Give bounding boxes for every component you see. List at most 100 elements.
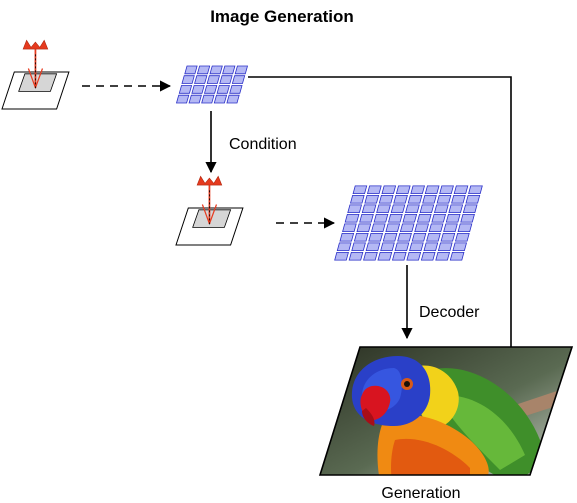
grid-cell [411,232,427,242]
grid-cell [424,185,440,195]
grid-cell [414,223,430,233]
grid-cell [468,185,483,195]
grid-cell [382,232,398,242]
grid-cell [433,204,449,214]
grid-cell [201,94,215,104]
grid-cell [422,194,437,204]
condition-label: Condition [229,136,297,153]
grid-cell [196,65,211,75]
grid-cell [462,204,478,214]
grid-cell [353,232,369,242]
grid-cell [399,223,415,233]
grid-cell [380,242,395,252]
grid-cell [439,185,454,195]
grid-cell [381,185,397,195]
grid-cell [370,223,386,233]
grid-cell [397,232,412,242]
grid-cell [234,65,249,75]
grid-cell [194,75,208,84]
grid-cell [454,232,470,242]
grid-cell [344,213,360,223]
grid-cell [416,213,432,223]
grid-cell [368,232,384,242]
grid-cell [191,85,205,94]
grid-cell [410,185,426,195]
parrot-image [318,346,574,476]
grid-cell [226,94,240,104]
grid-cell [339,232,355,242]
grid-cell [377,251,393,261]
grid-cell [460,213,475,223]
grid-cell [406,251,422,261]
grid-cell [175,94,190,104]
grid-cell [448,204,464,214]
grid-cell [407,194,423,204]
grid-cell [209,65,223,75]
grid-cell [457,223,473,233]
small-token-grid [175,65,249,104]
grid-cell [178,85,193,94]
grid-cell [465,194,481,204]
grid-cell [356,223,372,233]
grid-cell [206,75,221,84]
grid-cell [334,251,349,261]
grid-cell [420,251,436,261]
grid-cell [365,242,381,252]
grid-cell [222,65,236,75]
grid-cell [363,251,378,261]
grid-cell [402,213,418,223]
grid-cell [426,232,441,242]
grid-cell [181,75,195,84]
grid-cell [188,94,202,104]
grid-cell [437,242,453,252]
grid-cell [451,194,466,204]
grid-cell [409,242,424,252]
histogram-on-map-icon [175,175,244,246]
grid-cell [349,194,365,204]
decoder-label: Decoder [419,304,480,321]
connector-small-grid-to-output [248,76,512,347]
grid-cell [203,85,218,94]
grid-cell [378,194,394,204]
generation-label: Generation [381,485,460,502]
grid-cell [385,223,401,233]
grid-cell [213,94,228,104]
grid-cell [431,213,447,223]
grid-cell [419,204,435,214]
large-token-grid [334,185,483,261]
grid-cell [395,185,411,195]
grid-cell [373,213,389,223]
grid-cell [184,65,198,75]
grid-cell [428,223,444,233]
grid-cell [387,213,403,223]
grid-cell [216,85,230,94]
grid-cell [393,194,408,204]
grid-cell [366,185,382,195]
grid-cell [423,242,439,252]
grid-cell [394,242,410,252]
grid-cell [359,213,374,223]
grid-cell [435,251,451,261]
grid-cell [376,204,391,214]
grid-cell [390,204,406,214]
grid-cell [219,75,233,84]
grid-cell [229,85,243,94]
grid-cell [361,204,377,214]
grid-cell [391,251,407,261]
grid-cell [452,242,468,252]
grid-cell [440,232,456,242]
histogram-on-map-icon [1,39,70,110]
grid-cell [364,194,380,204]
grid-cell [445,213,461,223]
grid-cell [436,194,452,204]
grid-cell [342,223,357,233]
grid-cell [231,75,246,84]
grid-cell [348,251,364,261]
grid-cell [453,185,469,195]
grid-cell [336,242,352,252]
grid-cell [347,204,363,214]
grid-cell [352,185,368,195]
grid-cell [405,204,420,214]
grid-cell [351,242,366,252]
